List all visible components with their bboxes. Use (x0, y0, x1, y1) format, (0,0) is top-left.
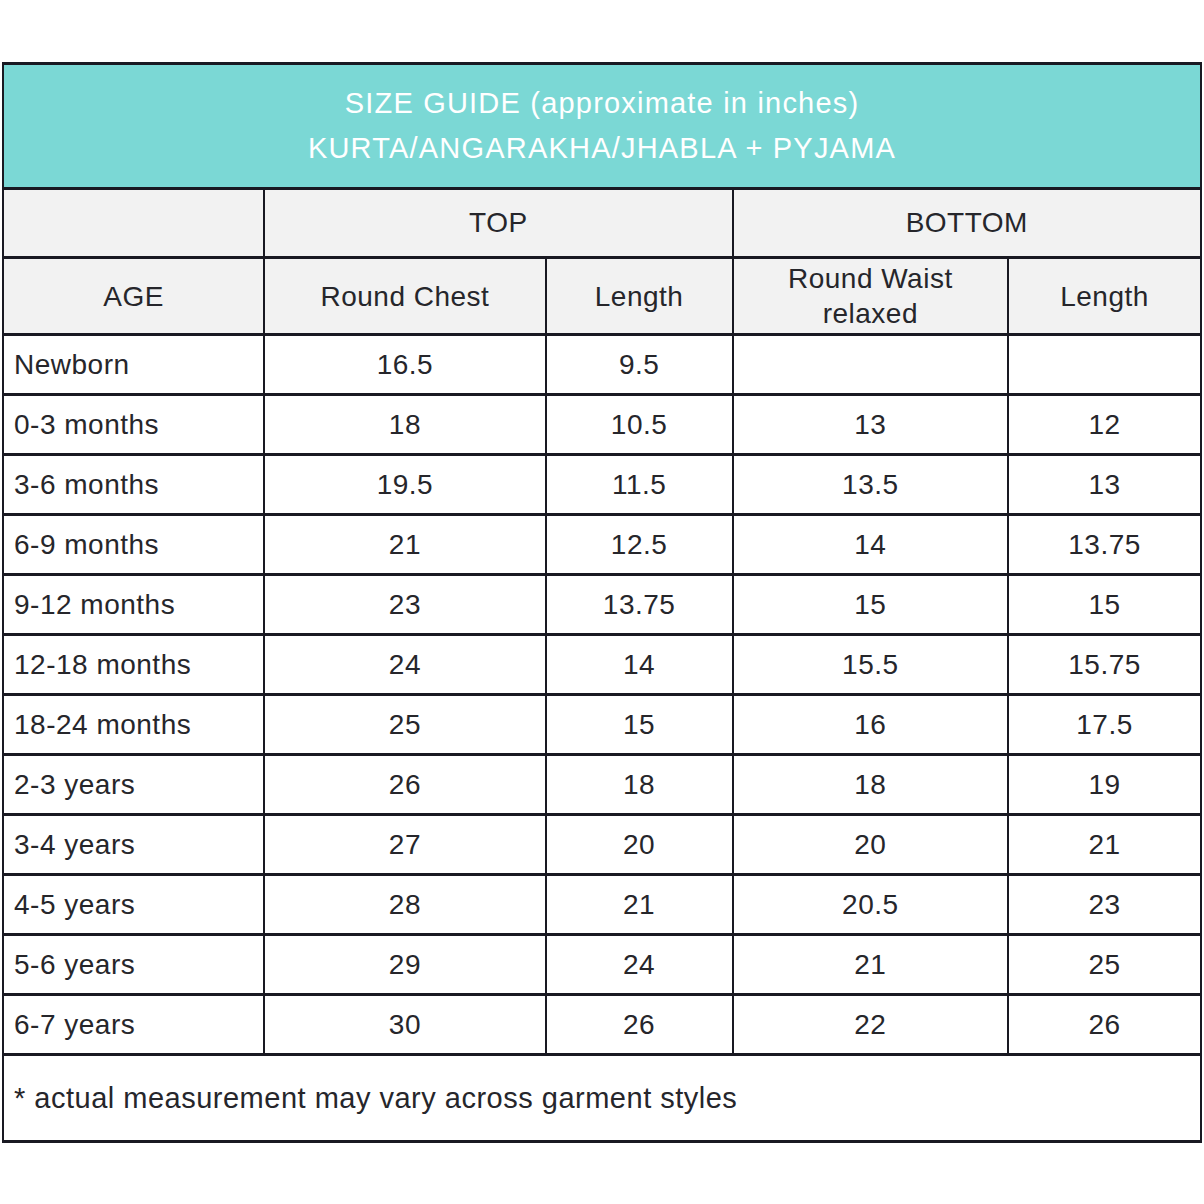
column-header-top-length: Length (546, 258, 733, 335)
value-cell: 20 (546, 815, 733, 875)
age-cell: 12-18 months (3, 635, 264, 695)
value-cell: 27 (264, 815, 546, 875)
value-cell: 25 (264, 695, 546, 755)
column-header-round-chest: Round Chest (264, 258, 546, 335)
value-cell: 16.5 (264, 335, 546, 395)
value-cell: 23 (1008, 875, 1201, 935)
value-cell: 14 (733, 515, 1009, 575)
age-cell: 4-5 years (3, 875, 264, 935)
value-cell (1008, 335, 1201, 395)
value-cell: 13.75 (1008, 515, 1201, 575)
value-cell: 21 (264, 515, 546, 575)
value-cell: 19 (1008, 755, 1201, 815)
table-row: Newborn 16.5 9.5 (3, 335, 1201, 395)
value-cell: 24 (264, 635, 546, 695)
group-header-row: TOP BOTTOM (3, 189, 1201, 258)
table-row: 0-3 months 18 10.5 13 12 (3, 395, 1201, 455)
age-cell: 9-12 months (3, 575, 264, 635)
value-cell: 10.5 (546, 395, 733, 455)
value-cell: 12 (1008, 395, 1201, 455)
column-header-round-waist-label: Round Waist relaxed (758, 261, 983, 331)
column-header-bottom-length: Length (1008, 258, 1201, 335)
age-cell: 0-3 months (3, 395, 264, 455)
value-cell: 21 (546, 875, 733, 935)
value-cell: 17.5 (1008, 695, 1201, 755)
value-cell: 23 (264, 575, 546, 635)
value-cell: 26 (264, 755, 546, 815)
age-cell: 6-7 years (3, 995, 264, 1055)
table-row: 18-24 months 25 15 16 17.5 (3, 695, 1201, 755)
table-row: 12-18 months 24 14 15.5 15.75 (3, 635, 1201, 695)
value-cell: 15.5 (733, 635, 1009, 695)
column-header-round-waist: Round Waist relaxed (733, 258, 1009, 335)
value-cell: 14 (546, 635, 733, 695)
value-cell: 16 (733, 695, 1009, 755)
value-cell: 24 (546, 935, 733, 995)
value-cell: 22 (733, 995, 1009, 1055)
size-guide-banner: SIZE GUIDE (approximate in inches) KURTA… (3, 64, 1201, 189)
table-row: 6-7 years 30 26 22 26 (3, 995, 1201, 1055)
value-cell: 15.75 (1008, 635, 1201, 695)
size-guide-page: SIZE GUIDE (approximate in inches) KURTA… (0, 0, 1204, 1204)
column-header-row: AGE Round Chest Length Round Waist relax… (3, 258, 1201, 335)
value-cell: 26 (546, 995, 733, 1055)
value-cell: 18 (264, 395, 546, 455)
value-cell: 25 (1008, 935, 1201, 995)
value-cell: 28 (264, 875, 546, 935)
table-row: 6-9 months 21 12.5 14 13.75 (3, 515, 1201, 575)
value-cell: 12.5 (546, 515, 733, 575)
group-header-top: TOP (264, 189, 732, 258)
value-cell: 21 (1008, 815, 1201, 875)
value-cell (733, 335, 1009, 395)
value-cell: 15 (546, 695, 733, 755)
value-cell: 13.5 (733, 455, 1009, 515)
value-cell: 11.5 (546, 455, 733, 515)
table-row: 3-6 months 19.5 11.5 13.5 13 (3, 455, 1201, 515)
value-cell: 13.75 (546, 575, 733, 635)
banner-title-line2: KURTA/ANGARAKHA/JHABLA + PYJAMA (4, 126, 1200, 171)
group-header-bottom: BOTTOM (733, 189, 1201, 258)
age-cell: 3-6 months (3, 455, 264, 515)
table-row: 5-6 years 29 24 21 25 (3, 935, 1201, 995)
value-cell: 15 (1008, 575, 1201, 635)
value-cell: 13 (1008, 455, 1201, 515)
footnote-row: * actual measurement may vary across gar… (3, 1055, 1201, 1142)
size-guide-table: SIZE GUIDE (approximate in inches) KURTA… (2, 62, 1202, 1143)
age-cell: 5-6 years (3, 935, 264, 995)
value-cell: 15 (733, 575, 1009, 635)
value-cell: 21 (733, 935, 1009, 995)
table-row: 2-3 years 26 18 18 19 (3, 755, 1201, 815)
value-cell: 19.5 (264, 455, 546, 515)
age-cell: Newborn (3, 335, 264, 395)
value-cell: 9.5 (546, 335, 733, 395)
value-cell: 20.5 (733, 875, 1009, 935)
age-cell: 6-9 months (3, 515, 264, 575)
value-cell: 13 (733, 395, 1009, 455)
table-row: 4-5 years 28 21 20.5 23 (3, 875, 1201, 935)
value-cell: 20 (733, 815, 1009, 875)
column-header-age: AGE (3, 258, 264, 335)
table-row: 9-12 months 23 13.75 15 15 (3, 575, 1201, 635)
value-cell: 30 (264, 995, 546, 1055)
value-cell: 26 (1008, 995, 1201, 1055)
value-cell: 18 (733, 755, 1009, 815)
table-row: 3-4 years 27 20 20 21 (3, 815, 1201, 875)
footnote-text: * actual measurement may vary across gar… (3, 1055, 1201, 1142)
banner-title-line1: SIZE GUIDE (approximate in inches) (4, 81, 1200, 126)
age-cell: 18-24 months (3, 695, 264, 755)
value-cell: 18 (546, 755, 733, 815)
value-cell: 29 (264, 935, 546, 995)
age-cell: 3-4 years (3, 815, 264, 875)
group-header-empty-cell (3, 189, 264, 258)
age-cell: 2-3 years (3, 755, 264, 815)
banner-row: SIZE GUIDE (approximate in inches) KURTA… (3, 64, 1201, 189)
